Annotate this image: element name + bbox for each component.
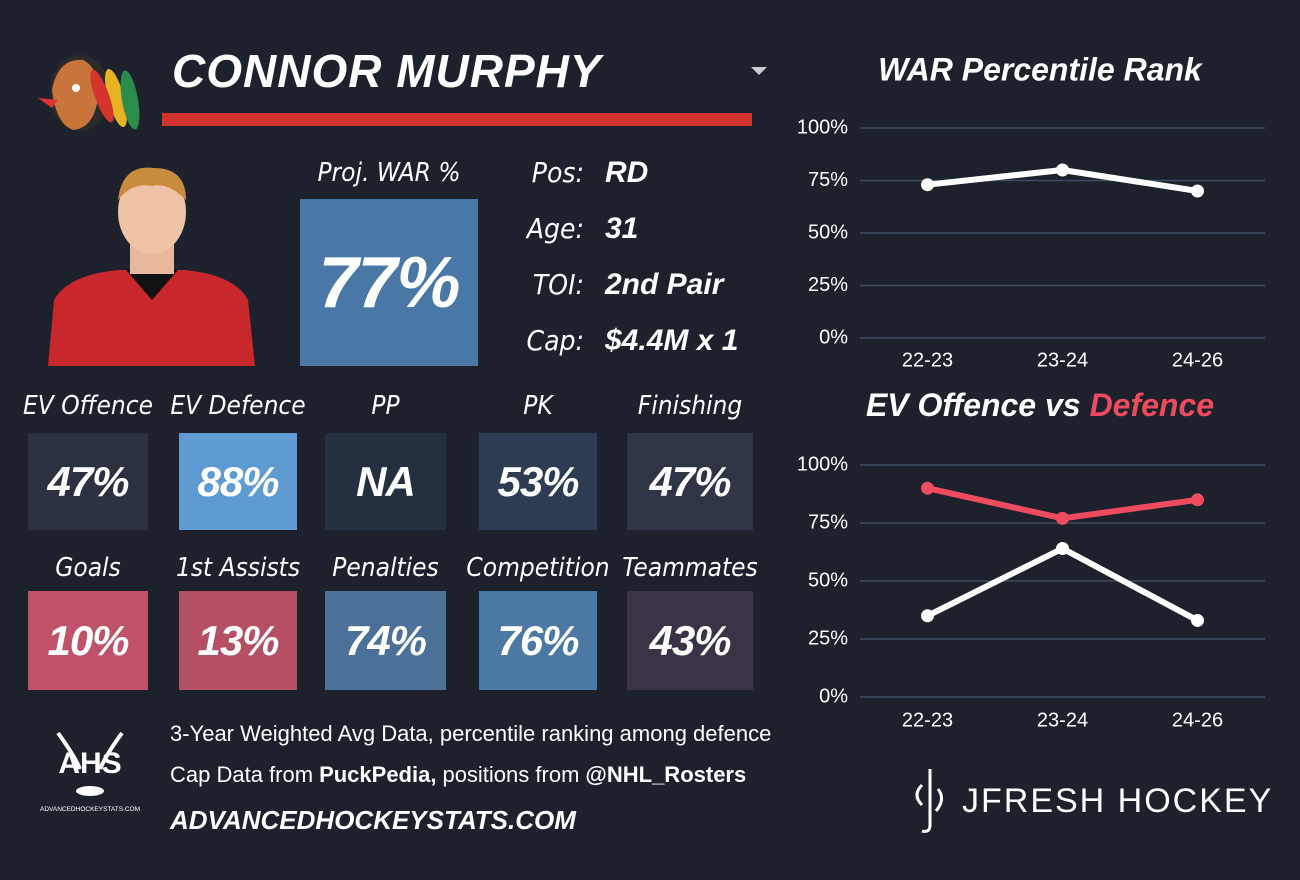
series-line [926,545,1199,624]
info-value: 31 [605,212,639,245]
chart-title: EV Offence vs Defence [866,387,1214,423]
projection-label: Proj. WAR % [317,158,461,188]
data-point [1056,542,1069,556]
tile-value: 47% [627,433,753,530]
projection-value: 77% [300,199,478,366]
ahs-logo-text: AHS [58,747,121,780]
tile-value: 53% [479,433,597,530]
tile-label: 1st Assists [175,553,301,583]
info-label: TOI: [532,268,584,301]
player-name: CONNOR MURPHY [172,45,602,97]
footer-note: 3-Year Weighted Avg Data, percentile ran… [170,721,772,746]
x-tick-label: 23-24 [1037,349,1088,371]
tile-value: 13% [179,591,297,690]
data-point [1191,613,1204,627]
website: ADVANCEDHOCKEYSTATS.COM [170,805,576,835]
player-photo [48,160,255,366]
tile-label: Penalties [332,553,439,583]
x-tick-label: 23-24 [1037,709,1088,731]
info-value: 2nd Pair [605,268,724,301]
data-point [921,609,934,623]
tile-label: EV Defence [170,391,306,421]
name-underline [162,113,752,126]
data-point [1191,493,1204,507]
tile-label: Teammates [622,553,758,583]
y-tick-label: 100% [797,453,848,475]
tile-value: 88% [179,433,297,530]
tile-label: Competition [466,553,610,583]
jfresh-icon [915,769,943,833]
tile-label: PK [523,391,553,421]
tile-value: 76% [479,591,597,690]
y-tick-label: 0% [819,685,848,707]
data-point [921,178,934,192]
tile-value: 74% [325,591,446,690]
data-point [1056,163,1069,177]
tile-value: 43% [627,591,753,690]
y-tick-label: 25% [808,274,848,296]
tile-value: 47% [28,433,148,530]
y-tick-label: 50% [808,221,848,243]
x-tick-label: 22-23 [902,709,953,731]
data-point [921,481,934,495]
data-point [1191,184,1204,198]
y-tick-label: 50% [808,569,848,591]
tile-label: PP [371,391,400,421]
y-tick-label: 75% [808,169,848,191]
data-point [1056,511,1069,525]
dropdown-arrow[interactable] [750,66,768,76]
chart-title-part: EV Offence vs [866,387,1081,423]
tile-label: Finishing [637,391,743,421]
x-tick-label: 24-26 [1172,709,1223,731]
credit-part: @NHL_Rosters [585,762,747,787]
tile-label: Goals [55,553,121,583]
chart-title-part: Defence [1090,387,1215,423]
ahs-logo-subtext: ADVANCEDHOCKEYSTATS.COM [40,806,140,813]
x-tick-label: 22-23 [902,349,953,371]
chart-title: WAR Percentile Rank [878,51,1204,87]
info-value: RD [605,156,649,189]
charts: WAR Percentile Rank 0% 25% 50% 75% 100% 22-23 2… [797,51,1265,731]
tile-label: EV Offence [23,391,153,421]
branding: JFRESH HOCKEY [962,782,1274,820]
credit-part: PuckPedia, [319,762,437,787]
team-logo [38,55,140,131]
info-value: $4.4M x 1 [605,324,739,357]
tile-value: NA [325,433,446,530]
y-tick-label: 75% [808,511,848,533]
y-tick-label: 0% [819,326,848,348]
footer-credits: Cap Data from PuckPedia, positions from @NH… [170,762,746,788]
info-label: Pos: [531,156,584,189]
credit-part: Cap Data from [170,762,314,787]
credit-part: positions from [442,762,580,787]
y-tick-label: 25% [808,627,848,649]
x-tick-label: 24-26 [1172,349,1223,371]
y-tick-label: 100% [797,116,848,138]
tile-value: 10% [28,591,148,690]
info-label: Age: [526,212,584,245]
info-label: Cap: [526,324,584,357]
ahs-logo: AHS ADVANCEDHOCKEYSTATS.COM [40,731,140,813]
